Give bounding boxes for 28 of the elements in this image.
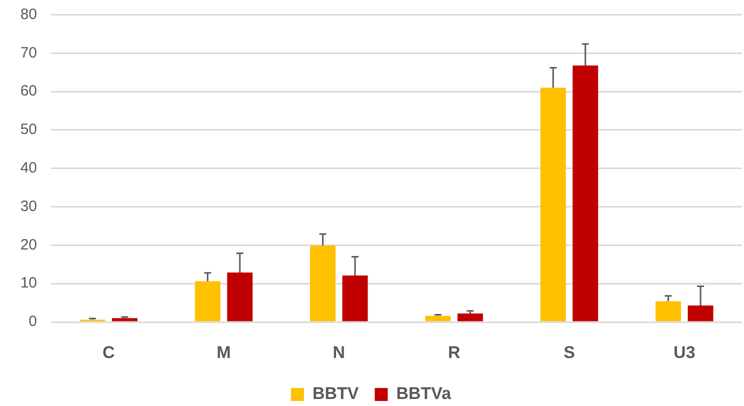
bar bbox=[688, 305, 714, 322]
bar bbox=[540, 88, 566, 322]
y-tick-label: 50 bbox=[20, 121, 37, 138]
bar bbox=[194, 281, 220, 322]
y-tick-label: 20 bbox=[20, 236, 37, 254]
x-tick-label: N bbox=[332, 342, 346, 362]
bar bbox=[656, 301, 682, 322]
x-tick-label: S bbox=[564, 342, 575, 362]
bar bbox=[310, 246, 336, 322]
y-tick-label: 0 bbox=[28, 313, 37, 330]
legend-label: BBTV bbox=[312, 384, 360, 404]
y-tick-label: 10 bbox=[20, 274, 37, 292]
bar bbox=[457, 314, 483, 322]
y-tick-label: 80 bbox=[20, 6, 37, 23]
y-tick-label: 30 bbox=[20, 198, 37, 215]
bar bbox=[425, 316, 451, 322]
x-tick-label: M bbox=[216, 342, 231, 362]
y-tick-label: 40 bbox=[20, 160, 37, 177]
y-tick-label: 70 bbox=[20, 44, 37, 62]
x-tick-label: C bbox=[102, 342, 115, 362]
bar bbox=[572, 65, 598, 322]
bar bbox=[227, 272, 253, 322]
legend-label: BBTVa bbox=[396, 384, 452, 404]
x-tick-label: U3 bbox=[674, 342, 696, 362]
y-tick-label: 60 bbox=[20, 82, 37, 100]
x-tick-label: R bbox=[448, 342, 460, 362]
bar bbox=[342, 276, 368, 322]
bar bbox=[112, 318, 138, 322]
